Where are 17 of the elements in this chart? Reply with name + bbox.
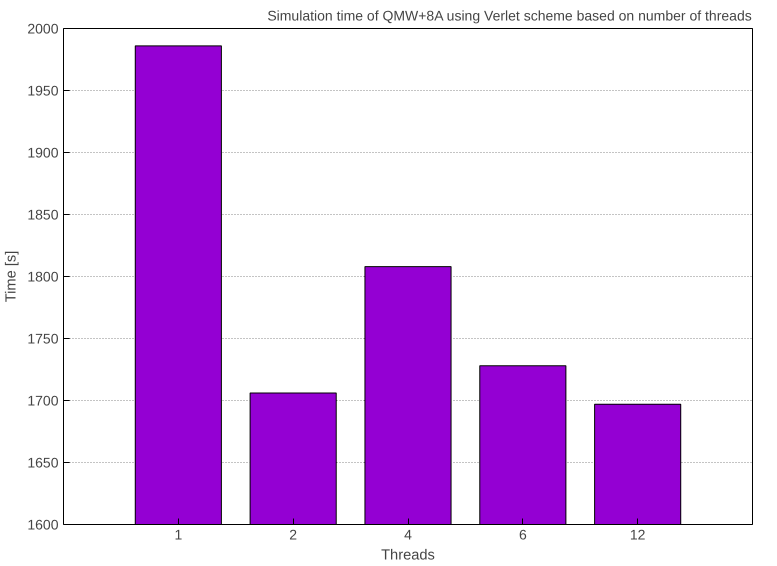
y-axis-title: Time [s] — [3, 250, 20, 302]
y-tick-label: 1650 — [27, 454, 59, 470]
y-tick-label: 1950 — [27, 82, 59, 98]
y-tick-label: 1850 — [27, 206, 59, 222]
x-tick-label: 1 — [174, 526, 182, 542]
x-tick-label: 6 — [518, 526, 527, 542]
y-tick-label: 1900 — [27, 144, 59, 160]
x-axis-title: Threads — [381, 548, 435, 564]
y-tick-label: 1750 — [27, 330, 59, 346]
x-tick-label: 4 — [404, 526, 412, 542]
x-tick-label: 2 — [289, 526, 298, 542]
x-tick-label: 12 — [630, 526, 646, 542]
y-tick-label: 1600 — [27, 516, 59, 532]
y-tick-label: 1700 — [27, 392, 59, 408]
y-tick-label: 1800 — [27, 268, 59, 284]
chart-title: Simulation time of QMW+8A using Verlet scheme based on number of threads — [267, 8, 752, 24]
y-tick-label: 2000 — [27, 20, 59, 36]
